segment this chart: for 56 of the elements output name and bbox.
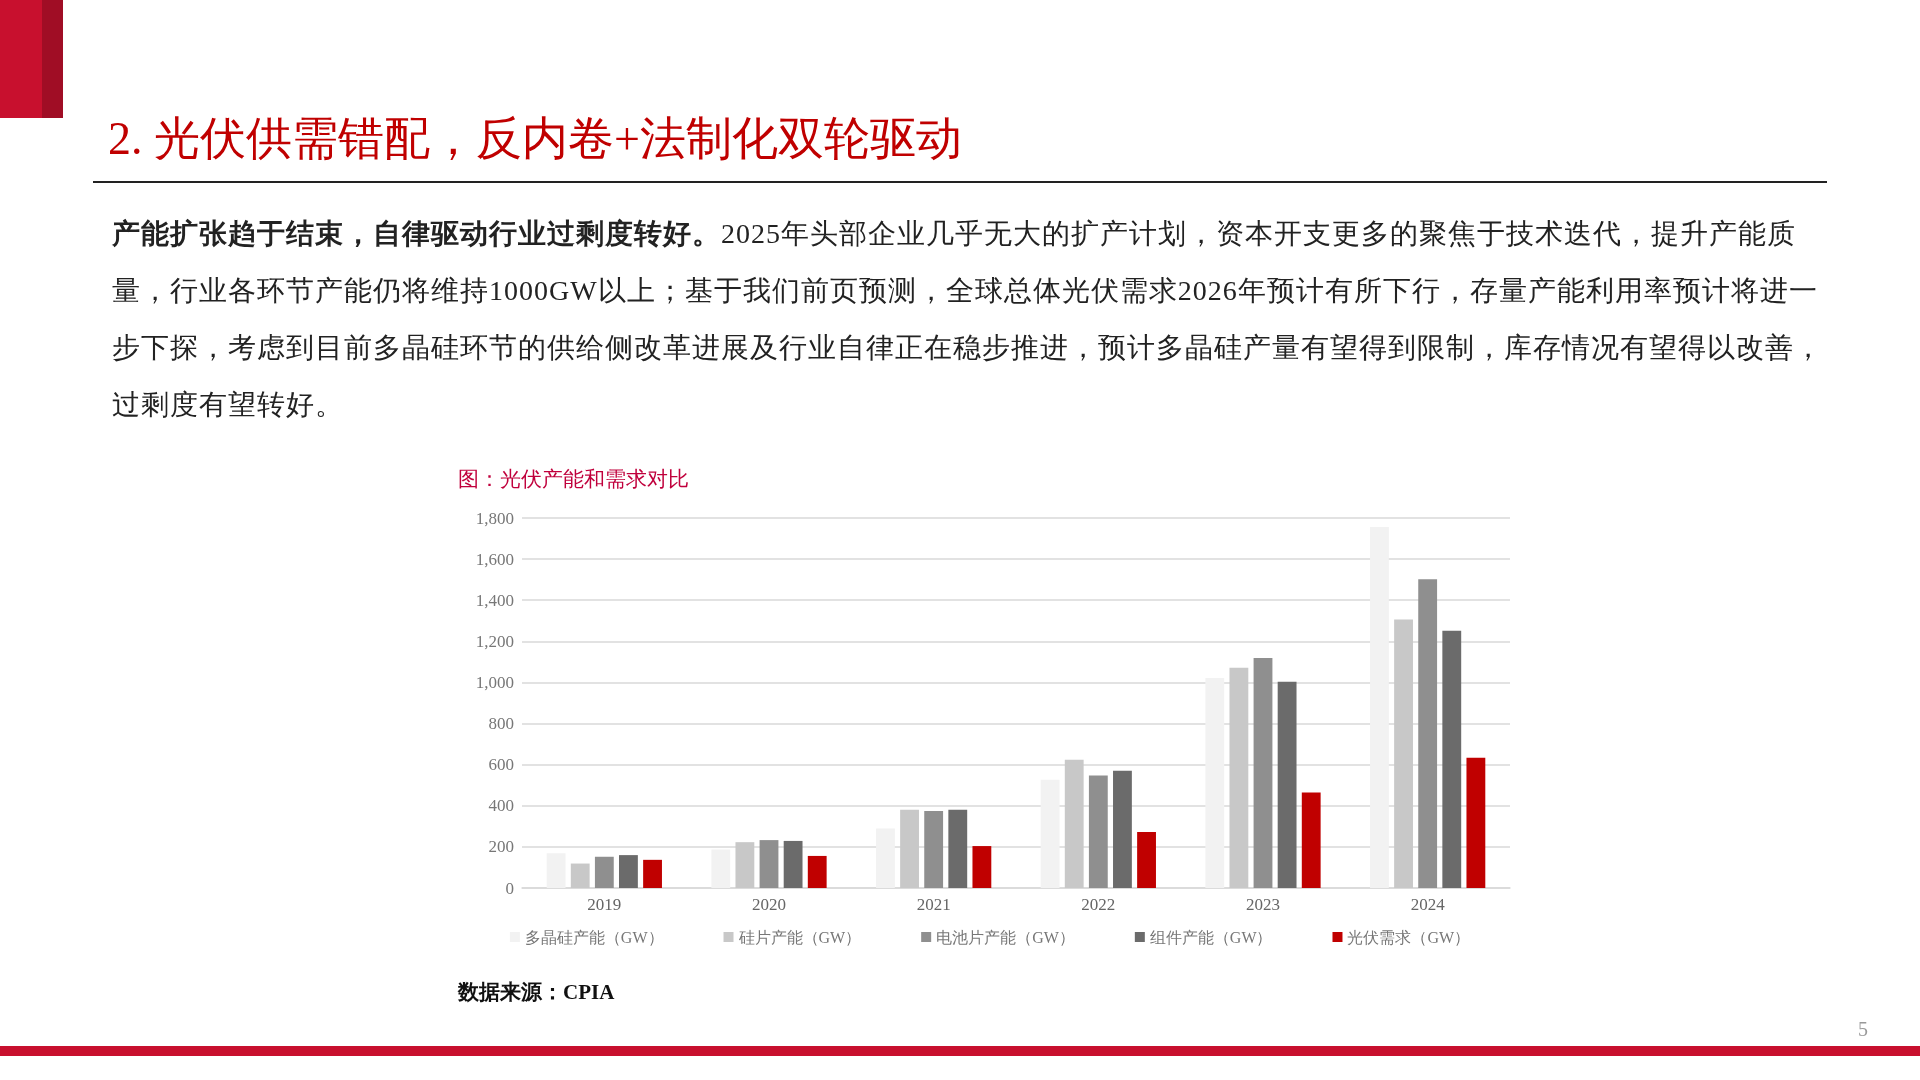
bar xyxy=(924,810,944,888)
text: 5 xyxy=(1858,1018,1868,1041)
bar xyxy=(643,859,662,888)
bar xyxy=(948,809,968,888)
bar xyxy=(1088,775,1108,888)
bar xyxy=(1040,779,1060,888)
bar xyxy=(1205,677,1225,888)
x-tick-label: 2021 xyxy=(916,895,951,914)
y-tick-label: 200 xyxy=(488,837,514,857)
bar xyxy=(735,842,755,888)
bar xyxy=(1253,657,1273,888)
x-tick-label: 2023 xyxy=(1246,895,1280,914)
x-tick-label: 2019 xyxy=(587,895,622,914)
y-tick-label: 1,000 xyxy=(475,672,514,692)
y-tick-label: 600 xyxy=(488,755,514,775)
y-tick-label: 1,200 xyxy=(475,631,514,651)
y-tick-label: 800 xyxy=(488,714,514,734)
bar xyxy=(972,846,992,888)
bar xyxy=(759,840,779,888)
bar xyxy=(1064,759,1084,888)
legend-label: 多晶硅产能（GW） xyxy=(524,928,664,946)
bar xyxy=(1418,579,1438,888)
bar xyxy=(570,863,590,888)
chart-title: 2. 光伏供需错配，反内卷+法制化双轮驱动 xyxy=(108,112,962,166)
bar xyxy=(1466,757,1486,888)
bar xyxy=(783,840,803,888)
bar xyxy=(1113,770,1132,888)
x-tick-label: 2020 xyxy=(752,895,786,914)
legend-label: 硅片产能（GW） xyxy=(737,928,862,946)
bar xyxy=(1229,667,1249,888)
legend-label: 电池片产能（GW） xyxy=(936,928,1075,946)
bar xyxy=(711,849,731,888)
bar xyxy=(1394,619,1413,888)
bar xyxy=(900,809,919,888)
y-tick-label: 0 xyxy=(505,878,514,898)
x-tick-label: 2022 xyxy=(1081,895,1116,914)
bar xyxy=(619,855,638,888)
bar xyxy=(1277,681,1297,888)
legend-label: 组件产能（GW） xyxy=(1149,928,1273,946)
x-tick-label: 2024 xyxy=(1410,895,1446,914)
bar xyxy=(876,828,895,888)
legend-label: 光伏需求（GW） xyxy=(1347,928,1471,946)
y-tick-label: 1,800 xyxy=(475,508,514,528)
bar xyxy=(594,856,614,888)
y-tick-label: 1,400 xyxy=(475,590,514,610)
bar xyxy=(807,855,827,888)
y-tick-label: 400 xyxy=(488,796,514,816)
bar xyxy=(546,853,566,888)
bar xyxy=(1137,831,1156,888)
chart-subtitle: 图：光伏产能和需求对比 xyxy=(458,466,689,493)
bar xyxy=(1301,792,1321,888)
bar xyxy=(1370,527,1389,888)
text: 产能扩张趋于结束，自律驱动行业过剩度转好。 xyxy=(112,218,721,249)
source-note: 数据来源：CPIA xyxy=(458,979,615,1006)
y-tick-label: 1,600 xyxy=(475,549,514,569)
bar xyxy=(1442,630,1462,888)
